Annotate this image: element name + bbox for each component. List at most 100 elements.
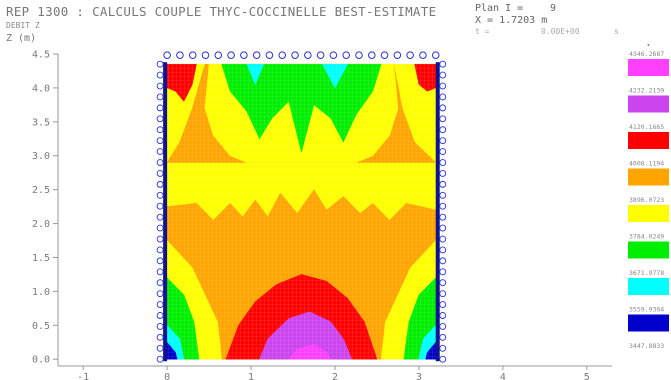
legend-label: 3671.9778 (629, 269, 664, 277)
right-boundary-marker (439, 82, 447, 90)
top-boundary-marker (304, 51, 312, 59)
left-boundary-marker (156, 268, 164, 276)
top-boundary-marker (265, 51, 274, 59)
y-tick-label: 1.0 (32, 287, 50, 298)
legend-swatch (628, 278, 669, 295)
y-tick-label: 0.5 (32, 321, 50, 332)
right-boundary-marker (439, 355, 447, 363)
left-boundary-marker (156, 115, 164, 123)
y-tick-label: 3.5 (32, 117, 50, 128)
left-boundary-marker (156, 82, 164, 90)
right-boundary-marker (439, 126, 447, 134)
time-label: t = (475, 27, 490, 36)
legend-label: 3896.0723 (629, 196, 664, 204)
time-value: 0.00E+00 (541, 27, 580, 36)
right-boundary-marker (439, 257, 447, 265)
y-tick-label: 3.0 (32, 151, 50, 162)
right-boundary-marker (439, 246, 447, 254)
legend-swatch (628, 168, 669, 186)
y-tick-label: 0.0 (32, 355, 50, 366)
legend-swatch (628, 241, 669, 259)
top-boundary-marker (380, 51, 389, 59)
legend-label: 4346.2687 (629, 50, 664, 58)
legend-label: 4232.2139 (629, 87, 664, 95)
y-tick-label: 4.5 (32, 50, 50, 61)
left-boundary-marker (156, 126, 164, 134)
left-boundary-marker (156, 71, 164, 79)
x-tick-label: -1 (77, 372, 89, 380)
left-boundary-marker (156, 104, 164, 112)
left-boundary-marker (156, 355, 164, 363)
top-boundary-marker (240, 51, 248, 59)
top-boundary-marker (367, 51, 376, 59)
left-wall (163, 62, 168, 362)
top-boundary-marker (406, 51, 414, 59)
right-boundary-marker (439, 104, 447, 112)
right-wall (435, 62, 440, 362)
right-boundary-marker (439, 344, 447, 352)
chart-title: REP 1300 : CALCULS COUPLE THYC-COCCINELL… (6, 4, 437, 19)
legend-label: 3784.0249 (629, 233, 664, 241)
left-boundary-marker (156, 312, 164, 319)
y-tick-label: 4.0 (32, 83, 50, 94)
right-boundary-marker (439, 322, 447, 330)
right-boundary-marker (439, 115, 447, 123)
time-unit: s (614, 27, 619, 36)
right-boundary-marker (439, 191, 447, 199)
top-boundary-marker (188, 51, 197, 59)
left-boundary-marker (156, 180, 164, 188)
y-tick-label: 1.5 (32, 253, 50, 264)
y-tick-label: 2.5 (32, 185, 50, 196)
right-boundary-marker (439, 169, 447, 177)
left-boundary-marker (156, 159, 164, 166)
left-boundary-marker (156, 169, 164, 177)
left-boundary-marker (156, 246, 164, 254)
left-boundary-marker (156, 279, 164, 287)
right-boundary-marker (439, 148, 447, 156)
y-axis-label: Z (m) (6, 33, 37, 44)
top-boundary-marker (278, 51, 287, 59)
legend-swatch (628, 314, 669, 332)
x-tick-label: 3 (416, 372, 422, 380)
left-boundary-marker (156, 290, 164, 298)
right-boundary-marker (439, 137, 447, 145)
right-boundary-marker (439, 60, 447, 68)
x-tick-label: 2 (332, 372, 338, 380)
plan-label: Plan I = (475, 3, 524, 14)
right-boundary-marker (439, 279, 447, 287)
left-boundary-marker (156, 224, 164, 232)
left-boundary-marker (156, 333, 164, 341)
plan-value: 9 (550, 3, 557, 14)
x-tick-label: 4 (500, 372, 506, 380)
top-boundary-marker (252, 51, 261, 59)
boundary-markers (156, 51, 447, 363)
right-boundary-marker (439, 224, 447, 232)
top-boundary-marker (393, 51, 402, 59)
legend-swatch (628, 95, 669, 113)
mesh-overlay (167, 64, 436, 360)
top-boundary-marker (431, 51, 440, 59)
right-boundary-marker (439, 268, 447, 276)
legend-label: 4120.1665 (629, 123, 664, 131)
legend-arrow-icon: ▾ (647, 41, 651, 49)
left-boundary-marker (156, 191, 164, 199)
legend-swatch (628, 59, 669, 76)
y-tick-label: 2.0 (32, 219, 50, 230)
x-tick-label: 0 (164, 372, 170, 380)
x-tick-label: 1 (248, 372, 254, 380)
left-boundary-marker (156, 322, 164, 330)
left-boundary-marker (156, 93, 164, 101)
right-boundary-marker (439, 71, 447, 79)
right-boundary-marker (439, 93, 447, 101)
legend-label: 3559.9304 (629, 306, 664, 314)
top-boundary-marker (419, 51, 427, 59)
top-boundary-marker (342, 51, 350, 59)
top-boundary-marker (214, 51, 223, 59)
legend-label: 3447.8833 (629, 342, 664, 350)
top-boundary-marker (163, 51, 171, 59)
legend-label: 4008.1194 (629, 160, 664, 168)
right-boundary-marker (439, 312, 447, 319)
right-boundary-marker (439, 202, 447, 210)
right-boundary-marker (439, 301, 447, 309)
